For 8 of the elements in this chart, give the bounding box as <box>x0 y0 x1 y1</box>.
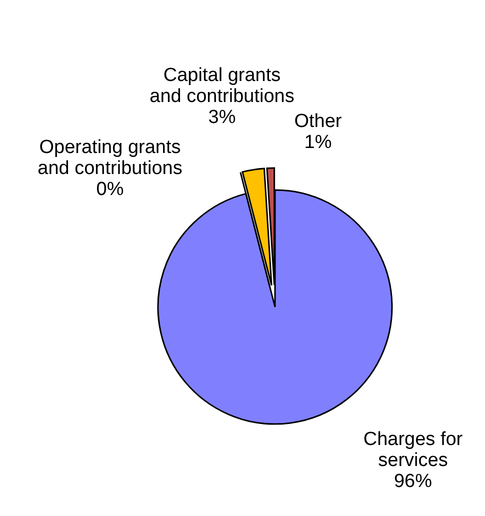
data-label: 3% <box>208 107 236 128</box>
category-label: Operating grants and contributions <box>38 137 182 179</box>
slice-label: Charges for services <box>363 429 464 471</box>
slice-label: Other <box>294 111 342 132</box>
slice-label: Capital grants and contributions <box>150 65 294 107</box>
data-label: 1% <box>304 132 332 153</box>
data-label: 96% <box>394 471 432 492</box>
text: 0% <box>96 179 124 200</box>
